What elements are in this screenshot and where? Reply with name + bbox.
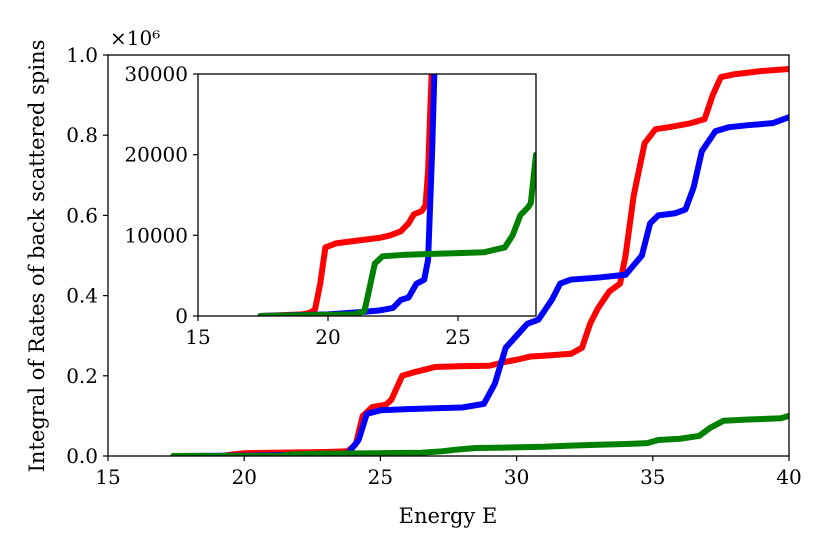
inset-plot: 15 20 25 0 10000 20000 30000 xyxy=(124,62,537,349)
inset-x-tick-label: 20 xyxy=(315,325,340,349)
inset-y-tick-label: 20000 xyxy=(124,143,188,167)
x-axis-label: Energy E xyxy=(399,504,498,528)
main-y-tick-label: 0.0 xyxy=(66,444,98,468)
inset-x-tick-label: 25 xyxy=(445,325,470,349)
main-axes-frame xyxy=(107,54,790,457)
main-y-tick-label: 1.0 xyxy=(66,43,98,67)
inset-x-tick-label: 15 xyxy=(185,325,210,349)
main-y-tick-label: 0.6 xyxy=(66,203,98,227)
main-y-tick-label: 0.4 xyxy=(66,284,98,308)
inset-y-tick-label: 0 xyxy=(175,304,188,328)
main-x-tick-label: 30 xyxy=(504,465,529,489)
main-x-tick-label: 35 xyxy=(640,465,665,489)
main-series-green-line xyxy=(170,412,789,456)
y-multiplier-label: ×10⁶ xyxy=(110,26,160,50)
inset-series-green-line xyxy=(257,151,536,316)
inset-y-tick-label: 30000 xyxy=(124,62,188,86)
main-y-tick-label: 0.2 xyxy=(66,364,98,388)
main-plot: 15 20 25 30 35 40 0.0 0.2 0.4 0.6 0.8 1.0 ×10⁶ Ener… xyxy=(25,26,802,528)
inset-background xyxy=(198,74,536,316)
main-x-tick-label: 20 xyxy=(231,465,256,489)
inset-axes-frame xyxy=(197,73,537,317)
main-series-blue-line xyxy=(170,114,789,456)
inset-y-tick-label: 10000 xyxy=(124,223,188,247)
main-x-tick-label: 25 xyxy=(368,465,393,489)
main-x-tick-label: 40 xyxy=(776,465,801,489)
inset-series-red-line xyxy=(257,74,435,316)
main-x-tick-label: 15 xyxy=(95,465,120,489)
y-axis-label: Integral of Rates of back scattered spin… xyxy=(25,40,49,473)
main-y-tick-label: 0.8 xyxy=(66,123,98,147)
